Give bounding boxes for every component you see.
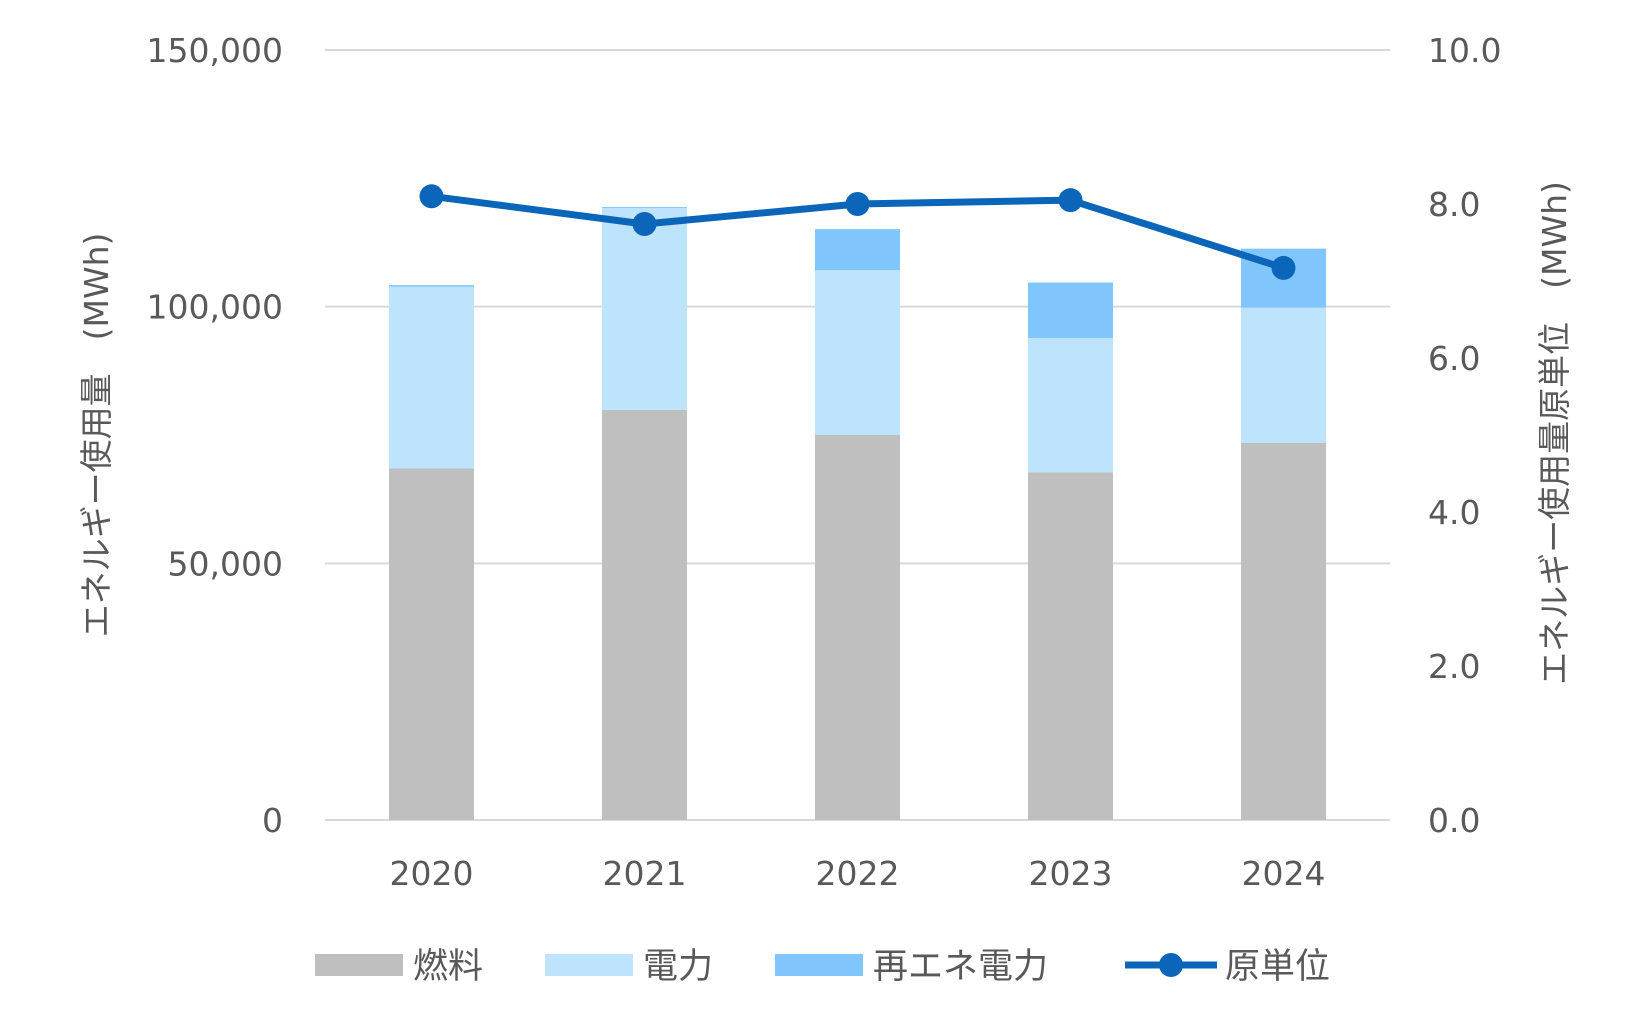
intensity-line-group bbox=[419, 184, 1296, 280]
x-tick-label: 2022 bbox=[816, 854, 900, 893]
right-tick-label: 10.0 bbox=[1428, 31, 1501, 70]
intensity-point bbox=[845, 192, 870, 216]
legend-label: 電力 bbox=[643, 947, 713, 987]
bar-segment bbox=[815, 435, 900, 820]
right-tick-label: 0.0 bbox=[1428, 801, 1480, 840]
bar-segment bbox=[602, 207, 687, 209]
left-tick-label: 100,000 bbox=[147, 288, 283, 327]
legend-marker bbox=[1159, 953, 1183, 977]
bar-segment bbox=[389, 285, 474, 287]
bar-segment bbox=[815, 229, 900, 271]
x-tick-label: 2021 bbox=[603, 854, 687, 893]
legend-swatch bbox=[775, 954, 863, 976]
bars-group bbox=[389, 207, 1326, 820]
legend-swatch bbox=[315, 954, 403, 976]
bar-segment bbox=[1241, 442, 1326, 820]
legend: 燃料 電力 再エネ電力 原単位 bbox=[315, 947, 1330, 987]
right-axis-ticks: 0.0 2.0 4.0 6.0 8.0 10.0 bbox=[1428, 31, 1501, 840]
intensity-point bbox=[1058, 188, 1083, 213]
x-tick-label: 2020 bbox=[390, 854, 474, 893]
x-tick-label: 2023 bbox=[1029, 854, 1113, 893]
left-axis-ticks: 0 50,000 100,000 150,000 bbox=[147, 31, 283, 840]
left-tick-label: 50,000 bbox=[168, 544, 283, 583]
right-tick-label: 2.0 bbox=[1428, 647, 1480, 686]
intensity-point bbox=[419, 184, 444, 209]
right-tick-label: 4.0 bbox=[1428, 493, 1480, 532]
legend-label: 燃料 bbox=[413, 947, 483, 987]
bar-segment bbox=[602, 208, 687, 410]
legend-label: 原単位 bbox=[1225, 947, 1330, 987]
right-tick-label: 8.0 bbox=[1428, 185, 1480, 224]
right-axis-title: エネルギー使用量原単位 (MWh) bbox=[1535, 181, 1574, 685]
x-tick-label: 2024 bbox=[1242, 854, 1326, 893]
legend-label: 再エネ電力 bbox=[873, 947, 1048, 987]
bar-segment bbox=[1028, 472, 1113, 820]
left-tick-label: 150,000 bbox=[147, 31, 283, 70]
bar-segment bbox=[1241, 307, 1326, 443]
right-tick-label: 6.0 bbox=[1428, 339, 1480, 378]
bar-segment bbox=[1028, 282, 1113, 338]
x-axis-ticks: 2020 2021 2022 2023 2024 bbox=[390, 854, 1326, 893]
bar-segment bbox=[602, 409, 687, 820]
bar-segment bbox=[389, 468, 474, 820]
left-axis-title: エネルギー使用量 (MWh) bbox=[77, 233, 116, 638]
bar-segment bbox=[815, 270, 900, 435]
left-tick-label: 0 bbox=[262, 801, 283, 840]
legend-swatch bbox=[545, 954, 633, 976]
intensity-point bbox=[632, 212, 657, 237]
bar-segment bbox=[389, 286, 474, 469]
intensity-point bbox=[1271, 255, 1296, 280]
bar-segment bbox=[1028, 337, 1113, 473]
